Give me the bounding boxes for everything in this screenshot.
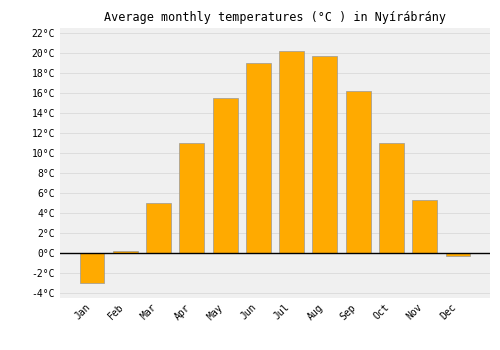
Bar xyxy=(346,91,370,253)
Bar xyxy=(80,253,104,282)
Title: Average monthly temperatures (°C ) in Nyírábrány: Average monthly temperatures (°C ) in Ny… xyxy=(104,11,446,24)
Bar xyxy=(180,143,204,253)
Bar xyxy=(146,203,171,253)
Bar xyxy=(246,63,271,253)
Bar xyxy=(113,251,138,253)
Bar xyxy=(212,98,238,253)
Bar xyxy=(379,143,404,253)
Bar xyxy=(446,253,470,256)
Bar xyxy=(279,51,304,253)
Bar xyxy=(312,56,338,253)
Bar xyxy=(412,200,437,253)
